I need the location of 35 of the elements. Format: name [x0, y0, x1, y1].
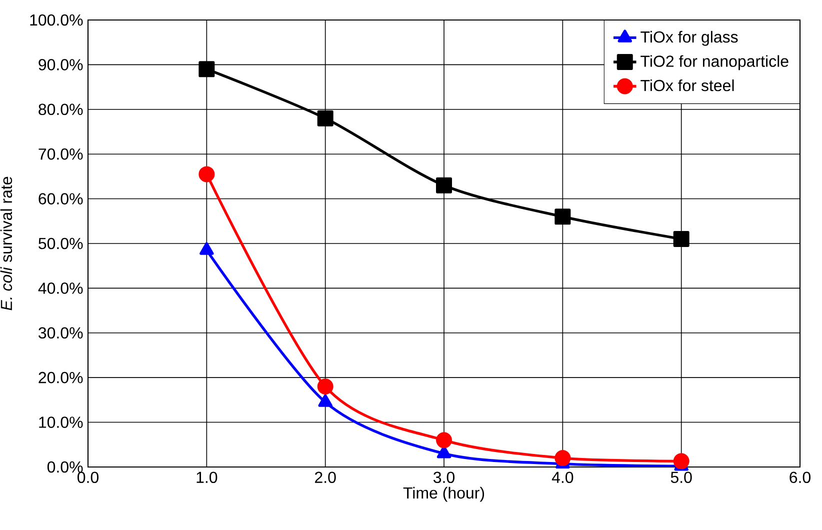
y-tick-label: 50.0%	[38, 238, 83, 250]
point	[554, 208, 571, 225]
point	[436, 177, 452, 194]
point	[198, 166, 215, 182]
y-tick-label: 40.0%	[38, 282, 83, 294]
y-tick-label: 20.0%	[38, 372, 83, 384]
point	[673, 231, 690, 248]
point	[200, 242, 214, 255]
y-tick-label: 100.0%	[30, 14, 83, 26]
y-tick-label: 0.0%	[47, 461, 83, 473]
x-tick-label: 2.0	[315, 472, 336, 484]
y-tick-label: 60.0%	[38, 193, 83, 204]
point	[318, 394, 332, 407]
x-axis-title: Time (hour)	[403, 486, 484, 502]
legend-label: TiOx for steel	[640, 79, 734, 92]
x-tick-label: 4.0	[552, 472, 574, 484]
x-tick-label: 3.0	[433, 472, 455, 484]
x-tick-label: 0.0	[78, 472, 99, 484]
point	[554, 450, 571, 466]
y-tick-label: 10.0%	[39, 416, 83, 428]
x-tick-label: 6.0	[790, 472, 811, 484]
point	[673, 453, 690, 470]
y-axis-title: E. coli survival rate	[0, 176, 12, 310]
y-tick-label: 30.0%	[38, 327, 83, 339]
point	[198, 61, 215, 78]
x-tick-label: 1.0	[196, 472, 218, 484]
y-tick-label: 80.0%	[38, 104, 83, 116]
y-tick-label: 90.0%	[38, 59, 83, 70]
point	[436, 432, 452, 448]
legend-label: TiOx for glass	[640, 30, 738, 46]
point	[317, 378, 334, 395]
point	[317, 110, 334, 126]
x-tick-label: 5.0	[670, 472, 692, 484]
legend-label: TiO2 for nanoparticle	[640, 55, 788, 70]
y-tick-label: 70.0%	[38, 148, 83, 160]
